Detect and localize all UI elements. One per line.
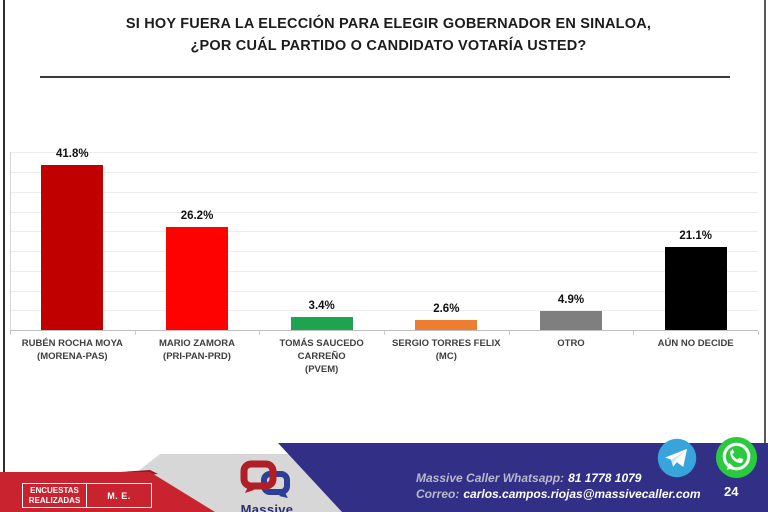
category-label-line: MARIO ZAMORA [158, 338, 235, 349]
stats-cell-me: M. E. [87, 484, 151, 507]
stats-me-label: M. E. [107, 490, 131, 501]
chart-axis-tick [10, 331, 11, 335]
chart-axis-tick [758, 331, 759, 335]
chart-gridline [10, 310, 758, 312]
footer: ENCUESTAS REALIZADAS M. E. Massive Massi… [0, 436, 768, 512]
contact-info: Massive Caller Whatsapp: 81 1778 1079 Cor… [416, 471, 701, 502]
bar-category-label: TOMÁS SAUCEDO CARREÑO (PVEM) [260, 337, 383, 376]
chart-axis-tick [259, 331, 261, 335]
chart-gridline [10, 231, 758, 233]
whatsapp-line: Massive Caller Whatsapp: 81 1778 1079 [416, 471, 701, 487]
right-border [764, 0, 766, 450]
title-divider [40, 76, 730, 78]
bar-value-label: 21.1% [679, 229, 712, 242]
chart-gridline [10, 290, 758, 292]
bar-category-label: SERGIO TORRES FELIX (MC) [385, 337, 508, 363]
chart-gridline [10, 270, 758, 272]
bar-value-label: 26.2% [180, 209, 214, 222]
stats-cell-line1: ENCUESTAS [30, 486, 79, 495]
bar-category-label: AÚN NO DECIDE [634, 337, 757, 350]
email-label: Correo: [416, 486, 460, 501]
category-label-line: (PRI-PAN-PRD) [163, 351, 231, 362]
bar-value-label: 4.9% [557, 293, 585, 306]
page-number: 24 [724, 484, 739, 499]
bar-3 [290, 316, 353, 330]
whatsapp-label: Massive Caller Whatsapp: [416, 471, 565, 485]
category-label-line: SERGIO TORRES FELIX (MC) [392, 338, 501, 362]
bar-4 [415, 319, 478, 330]
email-line: Correo: carlos.campos.riojas@massivecalle… [416, 487, 701, 503]
title-line-2: ¿POR CUÁL PARTIDO O CANDIDATO VOTARÍA US… [190, 38, 587, 54]
chart-axis-tick [508, 331, 510, 335]
bar-value-label: 3.4% [308, 299, 335, 312]
category-label-line: OTRO [557, 338, 585, 349]
category-label-line: TOMÁS SAUCEDO CARREÑO [279, 338, 364, 362]
bar-category-label: RUBÉN ROCHA MOYA (MORENA-PAS) [11, 337, 134, 363]
massive-logo-icon [240, 460, 290, 498]
bar-category-label: OTRO [510, 337, 633, 350]
chart-axis-tick [134, 331, 136, 335]
category-label-line: (PVEM) [305, 364, 339, 375]
chart-gridline [10, 211, 758, 213]
massive-logo-text: Massive [240, 502, 294, 512]
chart-axis-tick [384, 331, 385, 335]
left-border [3, 0, 5, 512]
bar-chart: 41.8% RUBÉN ROCHA MOYA (MORENA-PAS) 26.2% MA… [10, 147, 759, 376]
bar-6 [664, 246, 727, 330]
chart-gridline [10, 191, 758, 193]
email-address: carlos.campos.riojas@massivecaller.com [463, 486, 701, 501]
whatsapp-icon [715, 436, 758, 479]
bar-value-label: 41.8% [56, 147, 89, 160]
stats-table: ENCUESTAS REALIZADAS M. E. [22, 483, 152, 508]
page-title: SI HOY FUERA LA ELECCIÓN PARA ELEGIR GOB… [16, 13, 761, 57]
category-label-line: RUBÉN ROCHA MOYA [21, 338, 123, 349]
chart-gridline [10, 251, 758, 252]
chart-gridline [10, 152, 758, 154]
chart-gridline [10, 172, 758, 173]
telegram-icon [657, 438, 697, 478]
chart-x-axis [10, 330, 758, 331]
bar-1 [41, 164, 104, 330]
bar-category-label: MARIO ZAMORA (PRI-PAN-PRD) [136, 337, 259, 363]
title-line-1: SI HOY FUERA LA ELECCIÓN PARA ELEGIR GOB… [125, 16, 652, 32]
bar-2 [166, 226, 228, 330]
chart-y-axis [10, 152, 11, 330]
massive-caller-logo: Massive [233, 460, 301, 512]
bar-value-label: 2.6% [433, 302, 460, 315]
stats-cell-encuestas: ENCUESTAS REALIZADAS [23, 484, 87, 507]
category-label-line: AÚN NO DECIDE [657, 338, 734, 349]
category-label-line: (MORENA-PAS) [37, 351, 108, 362]
stats-cell-line2: REALIZADAS [28, 495, 81, 505]
whatsapp-number: 81 1778 1079 [568, 471, 642, 485]
bar-5 [540, 310, 602, 330]
chart-axis-tick [633, 331, 635, 335]
